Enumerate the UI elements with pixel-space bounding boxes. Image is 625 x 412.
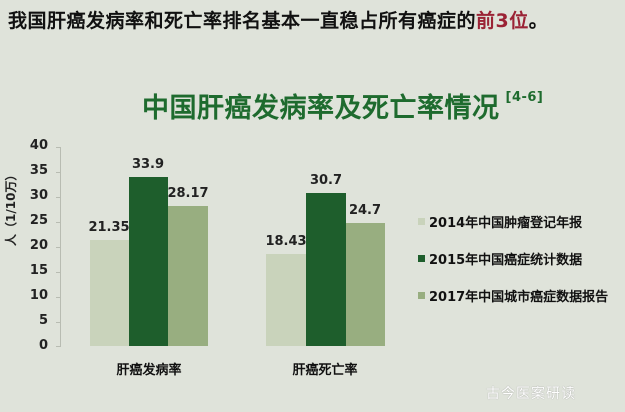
- bar-2017-incidence: [168, 206, 208, 346]
- y-tick-mark: [56, 247, 60, 248]
- y-tick-mark: [56, 172, 60, 173]
- y-tick-label: 15: [29, 263, 48, 278]
- bar-value-label: 33.9: [131, 157, 165, 172]
- chart-title: 中国肝癌发病率及死亡率情况 [4-6]: [142, 86, 543, 125]
- bar-value-label: 24.7: [348, 203, 382, 218]
- bar-2014-incidence: [90, 240, 129, 346]
- legend-swatch: [418, 292, 425, 299]
- headline: 我国肝癌发病率和死亡率排名基本一直稳占所有癌症的前3位。: [8, 6, 548, 33]
- y-tick-mark: [56, 222, 60, 223]
- y-tick-mark: [56, 197, 60, 198]
- y-axis-label: 人（1/10万）: [4, 168, 18, 246]
- legend-swatch: [418, 218, 425, 225]
- y-tick-mark: [56, 322, 60, 323]
- y-tick-label: 25: [29, 213, 48, 228]
- y-tick-mark: [56, 297, 60, 298]
- y-tick-label: 0: [38, 338, 48, 353]
- bar-value-label: 21.35: [88, 220, 130, 235]
- legend-label: 2015年中国癌症统计数据: [429, 253, 583, 268]
- y-tick-label: 5: [38, 313, 48, 328]
- legend-label: 2017年中国城市癌症数据报告: [429, 290, 609, 305]
- bar-value-label: 30.7: [309, 173, 343, 188]
- chart-title-text: 中国肝癌发病率及死亡率情况: [142, 93, 500, 124]
- headline-end: 。: [528, 10, 549, 32]
- bar-value-label: 28.17: [167, 186, 209, 201]
- bar-2017-mortality: [346, 223, 385, 346]
- legend-label: 2014年中国肿瘤登记年报: [429, 216, 583, 231]
- y-tick-label: 40: [29, 138, 48, 153]
- legend-item-2017: 2017年中国城市癌症数据报告: [418, 286, 608, 305]
- watermark: 古今医案研读: [486, 386, 576, 402]
- chart-title-reference: [4-6]: [505, 90, 544, 105]
- headline-text: 我国肝癌发病率和死亡率排名基本一直稳占所有癌症的: [8, 10, 477, 32]
- y-axis-line: [60, 147, 61, 347]
- legend-item-2014: 2014年中国肿瘤登记年报: [418, 212, 582, 231]
- legend-swatch: [418, 255, 425, 262]
- y-tick-mark: [56, 147, 60, 148]
- bar-2014-mortality: [266, 254, 306, 346]
- headline-highlight: 前3位: [476, 10, 529, 32]
- y-tick-mark: [56, 346, 60, 347]
- legend-item-2015: 2015年中国癌症统计数据: [418, 249, 582, 268]
- bar-2015-incidence: [129, 177, 168, 346]
- y-tick-mark: [56, 272, 60, 273]
- category-label-incidence: 肝癌发病率: [116, 363, 182, 378]
- y-tick-label: 10: [29, 288, 48, 303]
- y-tick-label: 20: [29, 238, 48, 253]
- bar-2015-mortality: [306, 193, 346, 346]
- y-tick-label: 30: [29, 188, 48, 203]
- category-label-mortality: 肝癌死亡率: [292, 363, 358, 378]
- bar-value-label: 18.43: [265, 234, 307, 249]
- y-tick-label: 35: [29, 163, 48, 178]
